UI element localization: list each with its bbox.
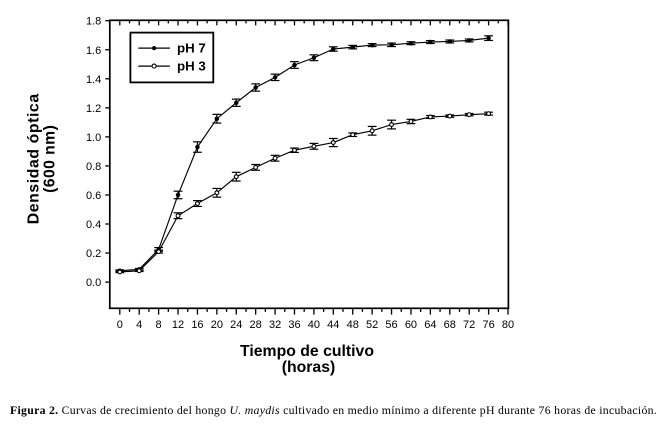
svg-text:52: 52 [366, 319, 378, 331]
svg-text:pH 3: pH 3 [177, 59, 206, 74]
svg-text:36: 36 [288, 319, 300, 331]
svg-text:72: 72 [463, 319, 475, 331]
svg-text:20: 20 [211, 319, 223, 331]
svg-text:76: 76 [482, 319, 494, 331]
svg-text:1.6: 1.6 [86, 45, 101, 57]
svg-text:pH 7: pH 7 [177, 41, 206, 56]
svg-text:0.6: 0.6 [86, 190, 101, 202]
svg-text:56: 56 [385, 319, 397, 331]
svg-text:16: 16 [191, 319, 203, 331]
svg-text:0: 0 [117, 319, 123, 331]
svg-text:Figura 2. Curvas de crecimient: Figura 2. Curvas de crecimiento del hong… [10, 403, 657, 417]
svg-text:0.2: 0.2 [86, 248, 101, 260]
svg-text:48: 48 [347, 319, 359, 331]
svg-text:60: 60 [405, 319, 417, 331]
svg-text:64: 64 [424, 319, 436, 331]
svg-text:1.2: 1.2 [86, 103, 101, 115]
svg-text:32: 32 [269, 319, 281, 331]
svg-text:40: 40 [308, 319, 320, 331]
svg-text:0.4: 0.4 [86, 219, 101, 231]
svg-text:1.4: 1.4 [86, 74, 101, 86]
svg-text:(horas): (horas) [282, 359, 336, 376]
svg-text:24: 24 [230, 319, 242, 331]
svg-text:8: 8 [156, 319, 162, 331]
svg-text:12: 12 [172, 319, 184, 331]
svg-text:44: 44 [327, 319, 339, 331]
svg-text:Tiempo de cultivo: Tiempo de cultivo [240, 343, 374, 360]
svg-text:Densidad óptica: Densidad óptica [26, 93, 43, 224]
svg-text:28: 28 [250, 319, 262, 331]
svg-text:1.8: 1.8 [86, 16, 101, 28]
svg-text:0.8: 0.8 [86, 161, 101, 173]
svg-text:80: 80 [502, 319, 514, 331]
svg-text:68: 68 [444, 319, 456, 331]
svg-text:(600 nm): (600 nm) [41, 125, 58, 193]
svg-text:4: 4 [136, 319, 142, 331]
svg-text:1.0: 1.0 [86, 132, 101, 144]
svg-text:0.0: 0.0 [86, 277, 101, 289]
